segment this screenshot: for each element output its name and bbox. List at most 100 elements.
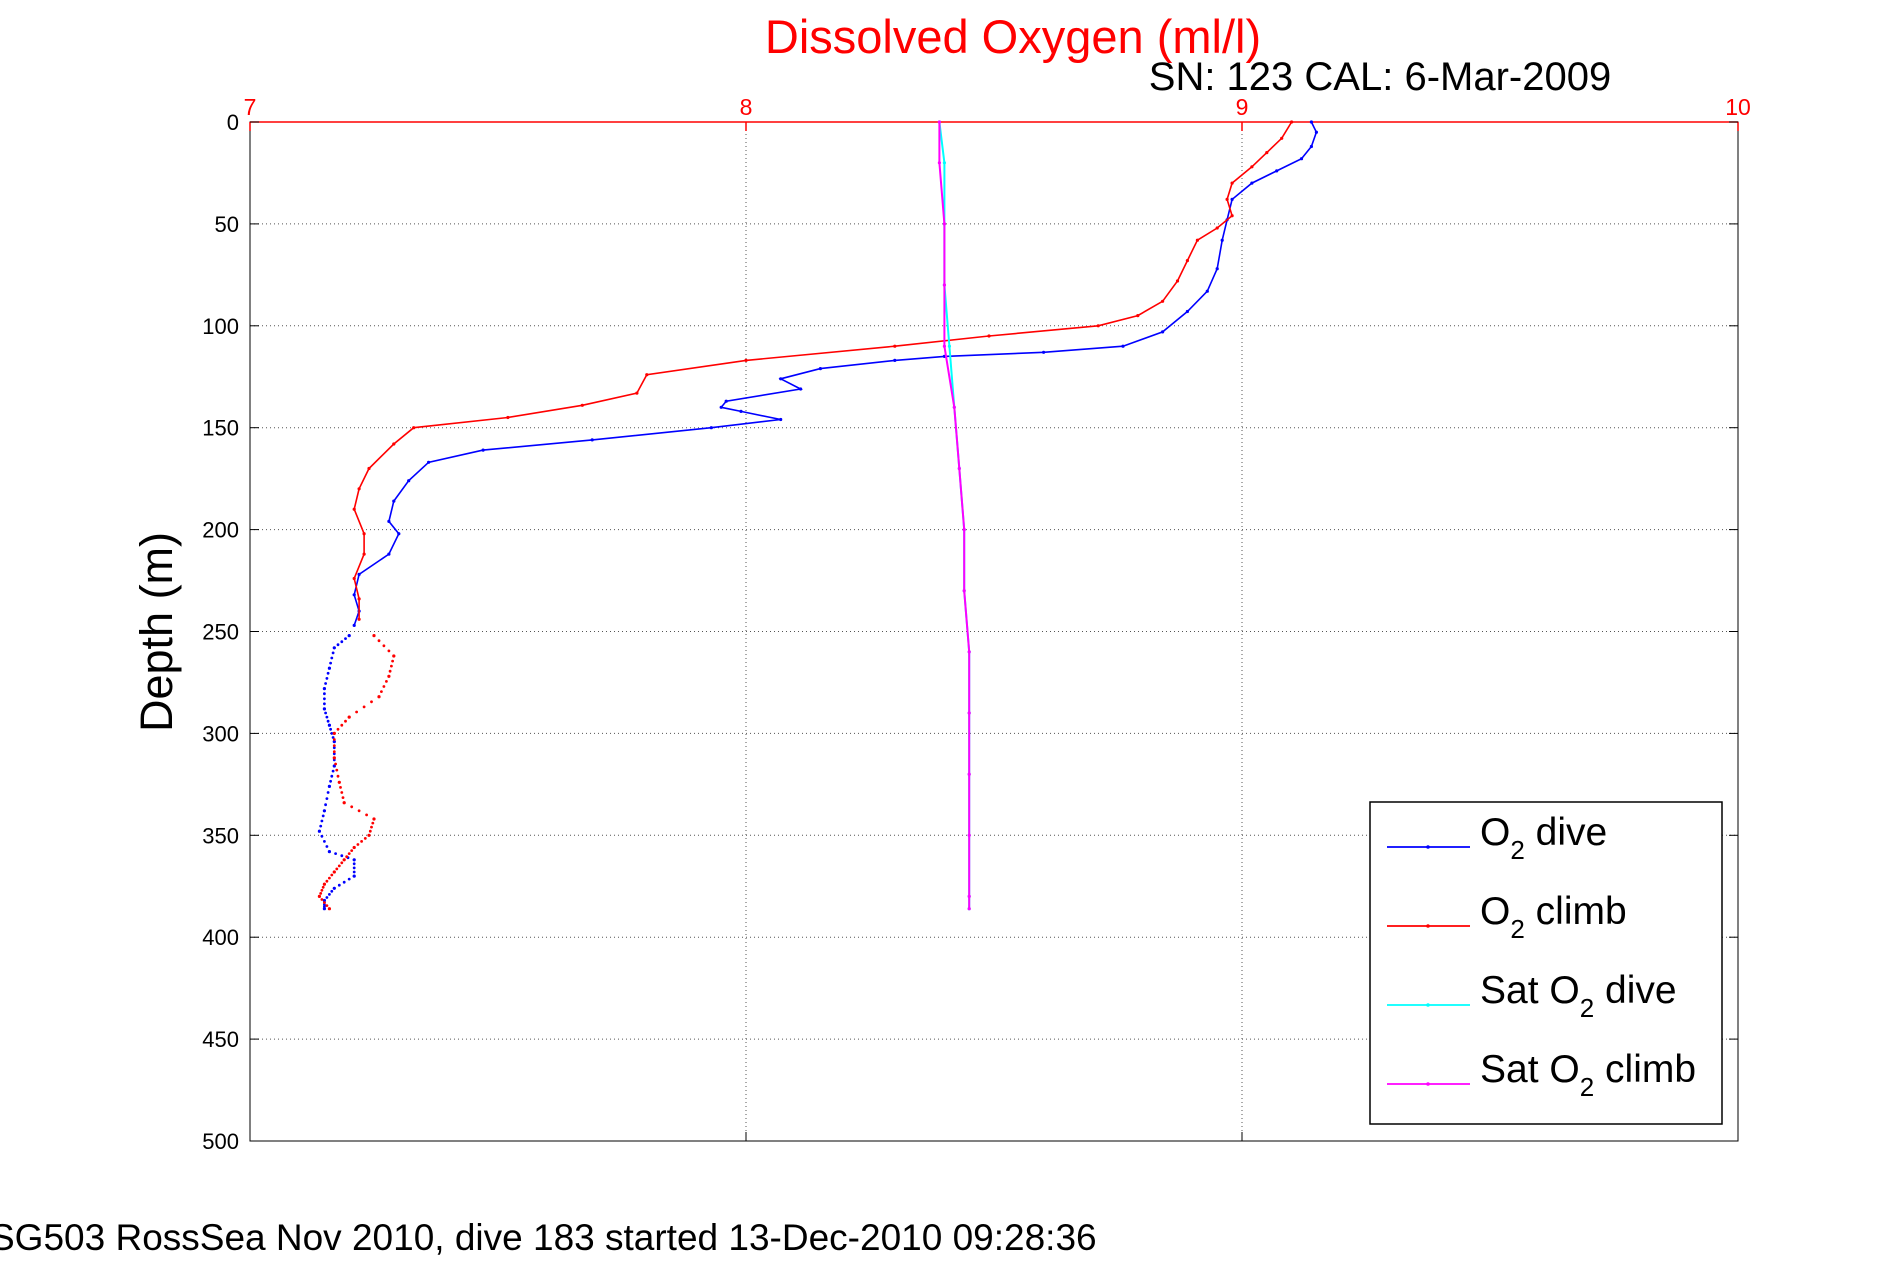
series-line (938, 122, 971, 909)
data-point (331, 651, 335, 655)
data-point (332, 738, 336, 741)
data-point (387, 674, 391, 678)
data-point (799, 387, 803, 391)
data-point (352, 593, 356, 597)
data-point (967, 907, 971, 911)
chart-title: Dissolved Oxygen (ml/l) (765, 10, 1261, 63)
data-point (363, 837, 367, 840)
data-point (1275, 169, 1279, 173)
data-point (962, 528, 966, 532)
y-tick-label: 100 (202, 314, 239, 339)
y-tick-label: 400 (202, 925, 239, 950)
legend-marker (1426, 924, 1430, 928)
data-point (328, 876, 331, 880)
data-point (347, 634, 351, 638)
data-point (1185, 259, 1189, 263)
data-point (331, 769, 335, 773)
data-point (1220, 238, 1224, 242)
data-point (325, 904, 329, 907)
data-point (967, 650, 971, 654)
data-point (328, 893, 331, 896)
data-point (356, 843, 360, 846)
x-tick-label: 7 (244, 94, 257, 120)
y-axis-label: Depth (m) (131, 532, 182, 732)
data-point (372, 634, 376, 638)
y-tick-label: 350 (202, 823, 239, 848)
data-point (1230, 197, 1234, 201)
data-point (739, 409, 743, 413)
data-point (327, 723, 331, 727)
data-point (967, 772, 971, 776)
data-point (987, 334, 991, 338)
data-point (1230, 214, 1234, 218)
data-point (392, 499, 396, 503)
data-point (330, 774, 334, 778)
legend-entry: O2 dive (1387, 811, 1607, 865)
data-point (322, 898, 326, 903)
data-point (350, 805, 354, 809)
data-point (341, 796, 345, 799)
data-point (962, 589, 966, 593)
data-point (332, 740, 336, 744)
data-point (320, 819, 324, 823)
data-point (893, 344, 897, 348)
data-point (407, 479, 411, 483)
data-point (387, 519, 391, 524)
legend: O2 dive O2 climb Sat O2 dive Sat O2 climb (1369, 801, 1723, 1125)
data-point (390, 664, 393, 668)
data-point (337, 883, 341, 887)
data-point (371, 821, 375, 825)
legend-marker (1426, 1082, 1430, 1086)
legend-label: Sat O2 climb (1480, 1048, 1696, 1102)
data-point (937, 161, 942, 165)
data-point (344, 637, 347, 640)
data-point (580, 403, 584, 407)
data-point (329, 661, 332, 665)
data-point (1175, 279, 1180, 283)
grid (250, 122, 1738, 1141)
data-point (357, 617, 361, 621)
data-point (362, 552, 366, 556)
data-point (327, 907, 331, 911)
data-point (319, 824, 323, 828)
data-point (332, 731, 336, 736)
data-point (324, 711, 327, 715)
data-point (377, 695, 381, 699)
data-point (322, 707, 326, 711)
data-point (324, 682, 327, 685)
data-point (1309, 120, 1313, 124)
data-point (942, 161, 947, 165)
data-point (387, 552, 391, 556)
data-point (322, 882, 326, 886)
data-point (334, 762, 337, 766)
data-point (332, 744, 336, 747)
data-point (336, 643, 340, 647)
data-point (382, 644, 386, 648)
data-point (352, 845, 356, 850)
data-point (818, 367, 823, 371)
y-tick-label: 450 (202, 1027, 239, 1052)
y-axis-ticks: 0 50 100 150 200 250 300 350 400 450 500 (202, 110, 1738, 1154)
data-point (967, 833, 971, 837)
data-point (323, 901, 326, 904)
data-point (370, 700, 373, 704)
data-point (325, 896, 329, 899)
data-point (326, 791, 330, 794)
data-point (412, 426, 416, 430)
data-point (323, 697, 326, 701)
data-point (391, 659, 394, 663)
data-point (365, 813, 368, 817)
data-point (1250, 181, 1254, 185)
data-point (342, 858, 346, 862)
data-point (326, 719, 330, 723)
data-point (325, 797, 329, 800)
data-point (382, 685, 386, 688)
data-point (372, 817, 376, 821)
legend-entry: O2 climb (1387, 890, 1627, 944)
data-point (326, 671, 330, 675)
data-point (392, 442, 396, 446)
data-point (1195, 238, 1199, 242)
data-point (330, 889, 334, 893)
data-point (967, 711, 971, 715)
